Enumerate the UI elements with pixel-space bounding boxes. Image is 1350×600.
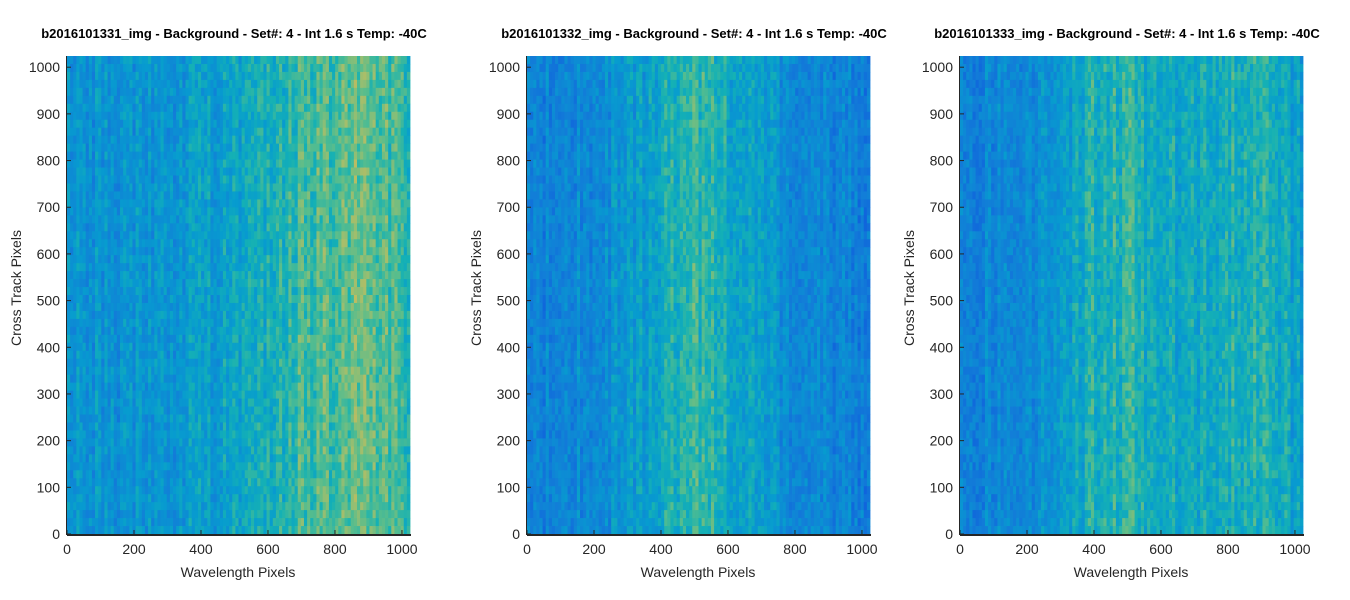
x-tick-label: 0 [63, 541, 71, 557]
y-tick-label: 1000 [922, 59, 953, 75]
y-tick-label: 800 [497, 153, 521, 169]
x-tick-label: 800 [783, 541, 807, 557]
x-axis-label: Wavelength Pixels [1073, 564, 1189, 580]
y-tick-label: 0 [945, 526, 953, 542]
y-tick-label: 900 [37, 106, 61, 122]
y-tick-label: 500 [930, 293, 954, 309]
chart-title: b2016101332_img - Background - Set#: 4 -… [501, 26, 887, 41]
y-tick-label: 0 [52, 526, 60, 542]
x-tick-label: 600 [1149, 541, 1173, 557]
x-tick-label: 400 [189, 541, 213, 557]
y-tick-label: 200 [37, 433, 61, 449]
x-axis-label: Wavelength Pixels [640, 564, 756, 580]
y-tick-label: 900 [497, 106, 521, 122]
y-tick-label: 300 [930, 386, 954, 402]
y-tick-label: 100 [930, 479, 954, 495]
y-tick-label: 900 [930, 106, 954, 122]
y-tick-label: 600 [930, 246, 954, 262]
y-tick-label: 600 [497, 246, 521, 262]
x-tick-label: 0 [523, 541, 531, 557]
heatmap-svg: 0 100 200 300 400 500 600 700 800 900 1000 0 200 400 6… [29, 56, 418, 557]
y-tick-label: 700 [930, 199, 954, 215]
heatmap-svg: 0 100 200 300 400 500 600 700 800 900 1000 0 200 400 6… [489, 56, 878, 557]
x-tick-label: 600 [716, 541, 740, 557]
x-axis-label: Wavelength Pixels [180, 564, 296, 580]
y-tick-label: 300 [37, 386, 61, 402]
y-tick-label: 800 [37, 153, 61, 169]
x-tick-label: 1000 [386, 541, 417, 557]
heatmap-svg: 0 100 200 300 400 500 600 700 800 900 1000 0 200 400 6… [922, 56, 1311, 557]
y-tick-label: 600 [37, 246, 61, 262]
heatmap-cells [67, 56, 411, 535]
x-tick-label: 200 [582, 541, 606, 557]
y-tick-label: 200 [497, 433, 521, 449]
y-tick-label: 100 [497, 479, 521, 495]
chart-panel-2: b2016101332_img - Background - Set#: 4 -… [460, 0, 910, 600]
y-tick-label: 1000 [29, 59, 60, 75]
y-tick-label: 400 [930, 339, 954, 355]
x-tick-label: 400 [649, 541, 673, 557]
heatmap-cells [960, 56, 1304, 535]
y-tick-label: 800 [930, 153, 954, 169]
x-tick-label: 800 [1216, 541, 1240, 557]
heatmap-plot: 0 100 200 300 400 500 600 700 800 900 1000 0 200 400 6… [460, 46, 910, 557]
x-tick-label: 1000 [846, 541, 877, 557]
chart-title: b2016101333_img - Background - Set#: 4 -… [934, 26, 1320, 41]
y-tick-label: 400 [497, 339, 521, 355]
x-tick-label: 400 [1082, 541, 1106, 557]
heatmap-plot: 0 100 200 300 400 500 600 700 800 900 1000 0 200 400 6… [893, 46, 1350, 557]
y-tick-label: 300 [497, 386, 521, 402]
y-tick-label: 400 [37, 339, 61, 355]
chart-panel-1: b2016101331_img - Background - Set#: 4 -… [0, 0, 450, 600]
heatmap-plot: 0 100 200 300 400 500 600 700 800 900 1000 0 200 400 6… [0, 46, 450, 557]
chart-title: b2016101331_img - Background - Set#: 4 -… [41, 26, 427, 41]
x-tick-label: 1000 [1279, 541, 1310, 557]
y-tick-label: 100 [37, 479, 61, 495]
chart-panel-3: b2016101333_img - Background - Set#: 4 -… [893, 0, 1350, 600]
x-tick-label: 200 [1015, 541, 1039, 557]
y-tick-label: 700 [37, 199, 61, 215]
x-tick-label: 0 [956, 541, 964, 557]
y-tick-label: 500 [497, 293, 521, 309]
y-tick-label: 700 [497, 199, 521, 215]
heatmap-cells [527, 56, 871, 535]
x-tick-label: 200 [122, 541, 146, 557]
y-tick-label: 200 [930, 433, 954, 449]
x-tick-label: 600 [256, 541, 280, 557]
x-tick-label: 800 [323, 541, 347, 557]
y-tick-label: 500 [37, 293, 61, 309]
y-tick-label: 0 [512, 526, 520, 542]
y-tick-label: 1000 [489, 59, 520, 75]
